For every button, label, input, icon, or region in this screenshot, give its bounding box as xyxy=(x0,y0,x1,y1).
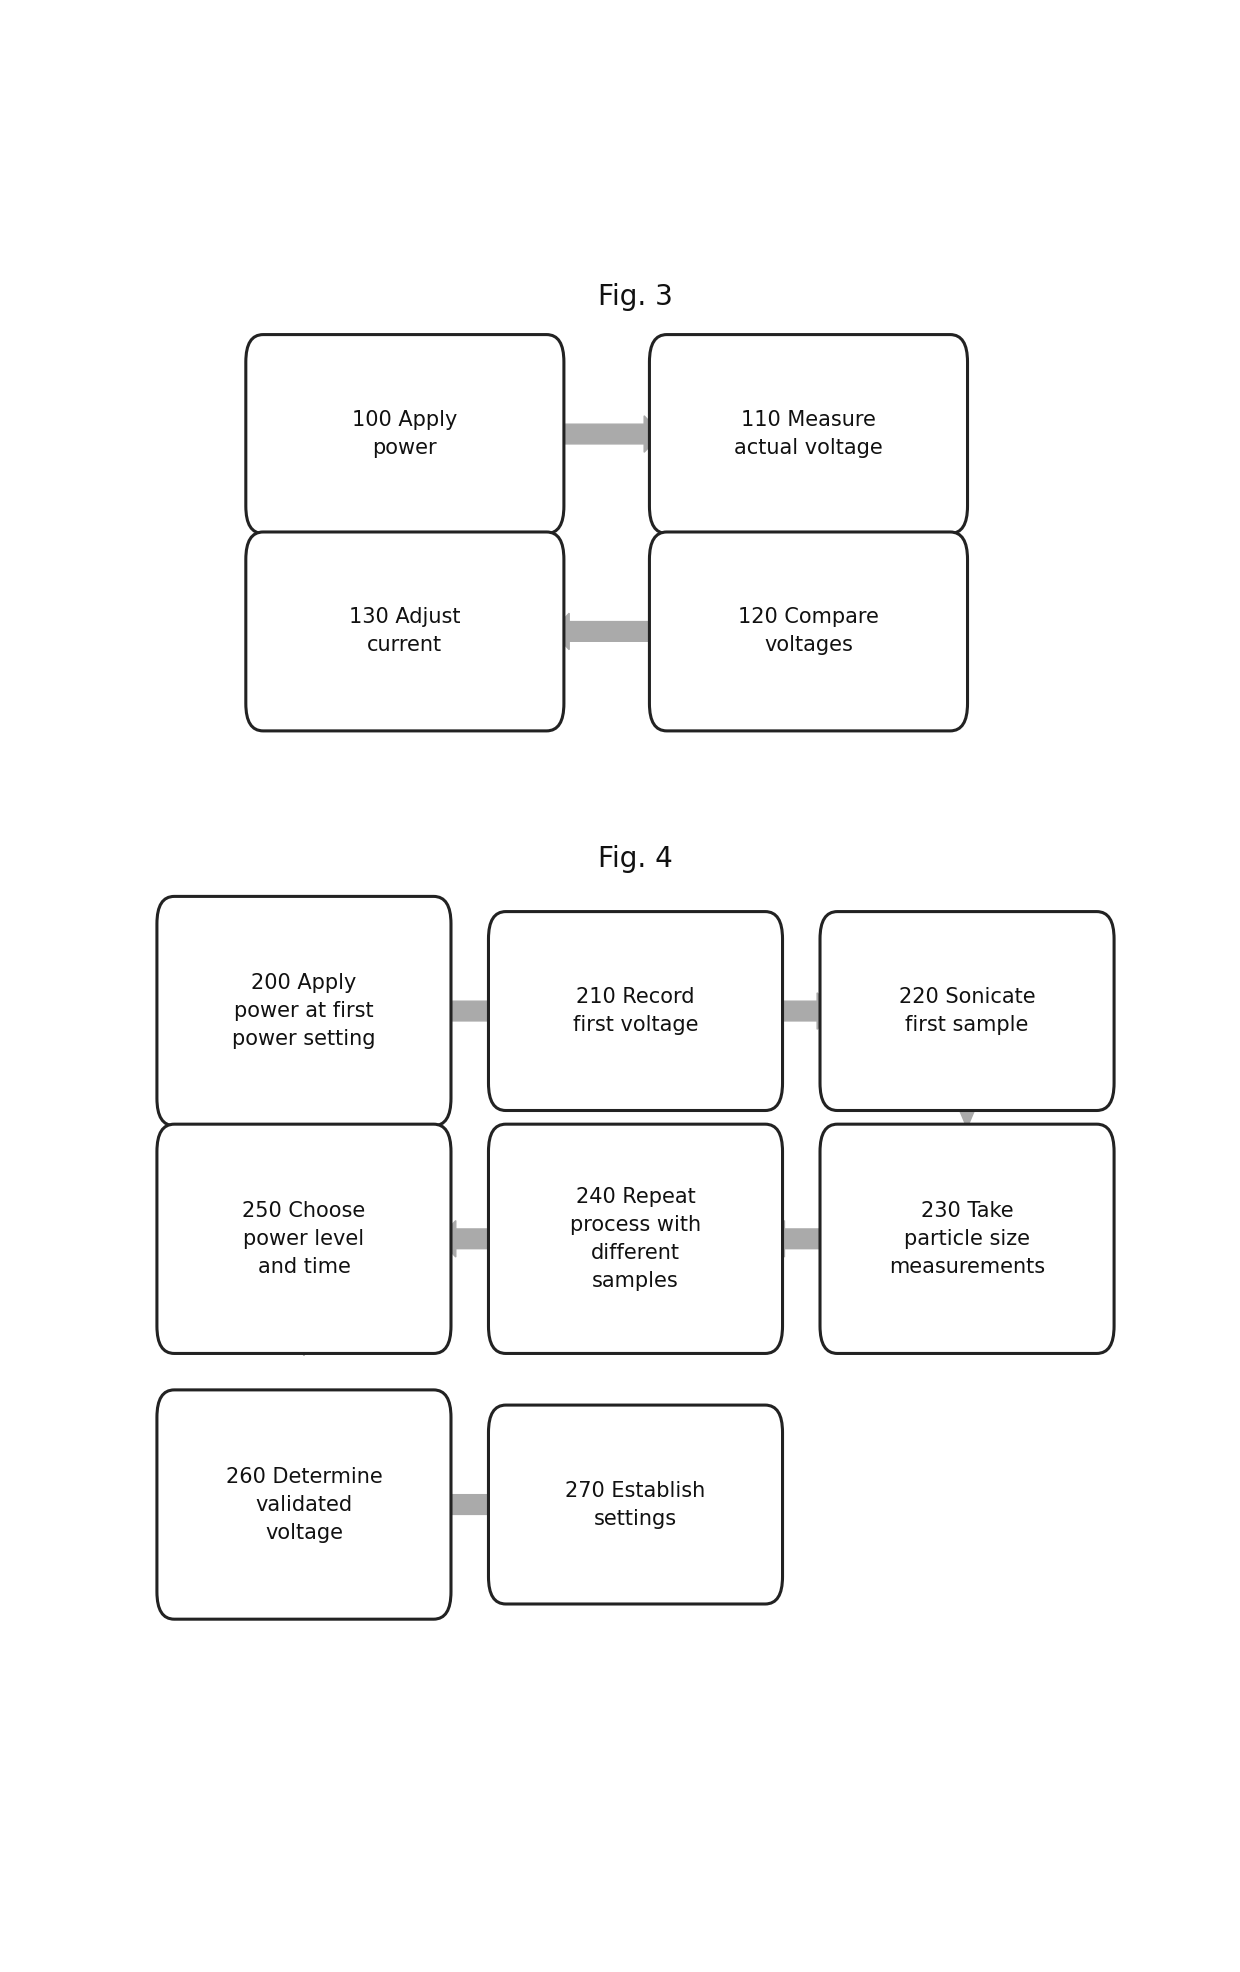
FancyBboxPatch shape xyxy=(489,1406,782,1603)
FancyArrow shape xyxy=(797,507,820,558)
FancyArrow shape xyxy=(439,992,506,1029)
FancyBboxPatch shape xyxy=(650,335,967,534)
Text: 200 Apply
power at first
power setting: 200 Apply power at first power setting xyxy=(232,972,376,1049)
FancyArrow shape xyxy=(768,992,835,1029)
Text: 130 Adjust
current: 130 Adjust current xyxy=(350,607,460,655)
FancyBboxPatch shape xyxy=(820,1124,1114,1353)
FancyArrow shape xyxy=(552,613,661,649)
Text: 120 Compare
voltages: 120 Compare voltages xyxy=(738,607,879,655)
Text: 210 Record
first voltage: 210 Record first voltage xyxy=(573,988,698,1035)
FancyBboxPatch shape xyxy=(650,532,967,732)
FancyArrow shape xyxy=(552,416,661,452)
FancyBboxPatch shape xyxy=(489,1124,782,1353)
FancyArrow shape xyxy=(293,1303,315,1355)
FancyBboxPatch shape xyxy=(157,897,451,1126)
FancyBboxPatch shape xyxy=(246,335,564,534)
Text: Fig. 4: Fig. 4 xyxy=(598,846,673,874)
Text: Fig. 3: Fig. 3 xyxy=(598,284,673,312)
Text: 110 Measure
actual voltage: 110 Measure actual voltage xyxy=(734,410,883,458)
Text: 270 Establish
settings: 270 Establish settings xyxy=(565,1481,706,1528)
Text: 240 Repeat
process with
different
samples: 240 Repeat process with different sample… xyxy=(570,1187,701,1292)
Text: 250 Choose
power level
and time: 250 Choose power level and time xyxy=(242,1201,366,1276)
Text: 220 Sonicate
first sample: 220 Sonicate first sample xyxy=(899,988,1035,1035)
FancyBboxPatch shape xyxy=(157,1390,451,1619)
FancyArrow shape xyxy=(956,1077,978,1128)
FancyBboxPatch shape xyxy=(489,911,782,1110)
FancyBboxPatch shape xyxy=(157,1124,451,1353)
FancyBboxPatch shape xyxy=(820,911,1114,1110)
FancyArrow shape xyxy=(768,1221,835,1256)
Text: 230 Take
particle size
measurements: 230 Take particle size measurements xyxy=(889,1201,1045,1276)
FancyArrow shape xyxy=(439,1487,506,1522)
FancyBboxPatch shape xyxy=(246,532,564,732)
Text: 100 Apply
power: 100 Apply power xyxy=(352,410,458,458)
Text: 260 Determine
validated
voltage: 260 Determine validated voltage xyxy=(226,1467,382,1542)
FancyArrow shape xyxy=(439,1221,506,1256)
